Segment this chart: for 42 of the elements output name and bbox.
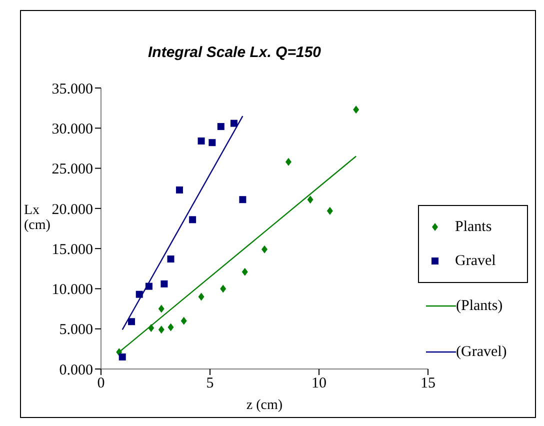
legend-label: Gravel <box>455 252 496 270</box>
y-axis-title: Lx (cm) <box>24 203 50 233</box>
point <box>168 323 174 332</box>
point <box>208 139 216 146</box>
point <box>307 196 314 204</box>
point <box>353 106 360 114</box>
point <box>180 316 187 325</box>
point <box>158 326 164 334</box>
point <box>160 280 168 288</box>
point <box>326 206 333 215</box>
y-tick-label: 0.000 <box>59 362 93 378</box>
point <box>167 256 174 263</box>
y-tick-label: 10.000 <box>52 282 93 298</box>
y-tick-label: 30.000 <box>52 121 93 138</box>
y-tick-label: 20.000 <box>52 202 93 218</box>
y-tick-label: 25.000 <box>52 162 93 178</box>
legend-label: (Plants) <box>456 298 503 314</box>
x-tick-label: 10 <box>312 376 326 392</box>
point <box>220 284 226 293</box>
y-tick-label: 5.000 <box>59 322 93 338</box>
x-tick-label: 15 <box>420 376 436 392</box>
point <box>189 216 196 224</box>
x-tick-label: 5 <box>206 376 214 392</box>
point <box>198 137 205 144</box>
chart-title: Integral Scale Lx. Q=150 <box>148 44 322 61</box>
point <box>158 304 164 313</box>
point <box>285 158 292 166</box>
x-tick-label: 0 <box>97 376 105 392</box>
legend-label: Plants <box>455 218 492 236</box>
y-tick-label: 35.000 <box>52 81 93 98</box>
point <box>118 353 126 360</box>
y-tick-label: 15.000 <box>52 242 93 258</box>
point <box>176 186 183 194</box>
point <box>262 245 268 254</box>
point <box>230 120 238 127</box>
x-axis-title: z (cm) <box>246 398 283 413</box>
point <box>242 268 248 276</box>
point <box>198 292 204 301</box>
legend-label: (Gravel) <box>456 344 507 360</box>
point <box>217 123 224 130</box>
point <box>128 318 136 326</box>
point <box>239 196 246 204</box>
